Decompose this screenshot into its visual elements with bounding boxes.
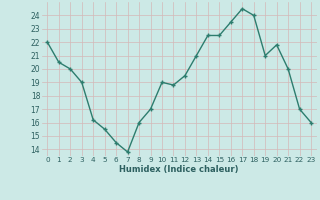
X-axis label: Humidex (Indice chaleur): Humidex (Indice chaleur) <box>119 165 239 174</box>
